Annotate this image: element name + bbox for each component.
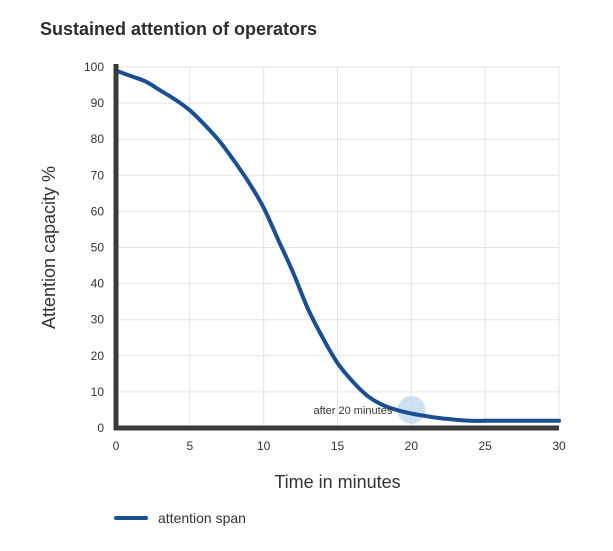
axes: [113, 64, 559, 431]
series-line-attention-span: [114, 68, 561, 423]
x-tick-label: 25: [478, 439, 492, 453]
series-layer: [114, 68, 561, 423]
legend-label-attention-span: attention span: [158, 510, 246, 526]
y-tick-label: 100: [84, 60, 104, 74]
line-chart: 0 10 20 30 40 50 60 70 80 90 100 0 5 10 15 20 25 30 Time i…: [39, 60, 566, 492]
y-tick-label: 50: [91, 241, 105, 255]
x-axis-title: Time in minutes: [274, 472, 400, 492]
x-tick-label: 0: [113, 439, 120, 453]
chart-title: Sustained attention of operators: [40, 19, 318, 39]
x-tick-label: 15: [331, 439, 345, 453]
y-tick-label: 70: [91, 168, 105, 182]
y-axis-title: Attention capacity %: [39, 166, 59, 329]
grid: [116, 66, 560, 428]
x-tick-label: 30: [552, 439, 566, 453]
y-tick-label: 20: [91, 349, 105, 363]
annotation-highlight: [397, 395, 426, 424]
y-tick-label: 30: [91, 313, 105, 327]
x-tick-label: 20: [405, 439, 419, 453]
y-tick-label: 60: [91, 204, 105, 218]
y-tick-label: 40: [91, 277, 105, 291]
y-tick-label: 0: [97, 421, 104, 435]
legend: attention span: [114, 510, 246, 526]
y-tick-label: 80: [91, 132, 105, 146]
x-tick-label: 5: [186, 439, 193, 453]
labels: 0 10 20 30 40 50 60 70 80 90 100 0 5 10 15 20 25 30 Time i…: [39, 60, 566, 492]
y-tick-label: 10: [91, 385, 105, 399]
x-tick-label: 10: [257, 439, 271, 453]
annotation-layer: [397, 395, 426, 424]
y-tick-label: 90: [91, 96, 105, 110]
legend-swatch: [114, 516, 148, 520]
annotation-label: after 20 minutes: [313, 405, 392, 417]
